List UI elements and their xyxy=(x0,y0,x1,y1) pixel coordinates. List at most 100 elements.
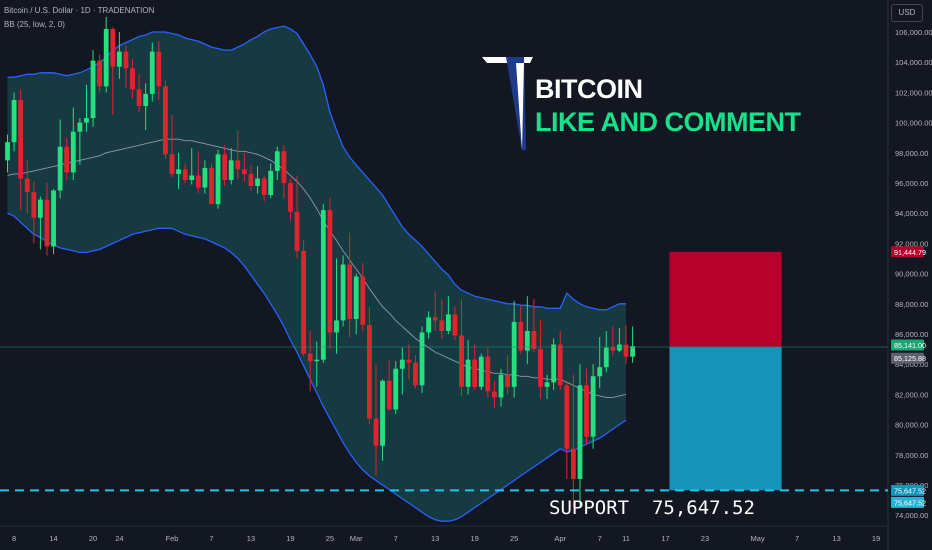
candle[interactable] xyxy=(248,164,254,191)
candle[interactable] xyxy=(399,347,405,395)
candle[interactable] xyxy=(610,326,616,356)
candle[interactable] xyxy=(511,300,517,398)
candle[interactable] xyxy=(393,361,399,415)
candle[interactable] xyxy=(294,175,300,259)
candle[interactable] xyxy=(544,374,550,399)
candle[interactable] xyxy=(143,83,149,131)
candle[interactable] xyxy=(347,232,353,338)
candle[interactable] xyxy=(90,50,96,128)
candle[interactable] xyxy=(64,137,70,180)
candle[interactable] xyxy=(288,178,293,221)
candle[interactable] xyxy=(77,118,83,165)
candle[interactable] xyxy=(268,163,274,199)
candle[interactable] xyxy=(149,42,155,102)
candle[interactable] xyxy=(465,340,471,395)
candle[interactable] xyxy=(209,163,214,205)
symbol-header[interactable]: Bitcoin / U.S. Dollar · 1D · TRADENATION xyxy=(4,6,155,15)
candle[interactable] xyxy=(426,311,432,339)
candle[interactable] xyxy=(301,240,306,357)
candle[interactable] xyxy=(123,45,129,88)
candle[interactable] xyxy=(373,364,379,476)
candle[interactable] xyxy=(307,330,313,392)
candle[interactable] xyxy=(38,196,43,250)
candle[interactable] xyxy=(445,296,451,334)
candle[interactable] xyxy=(327,198,333,350)
candle[interactable] xyxy=(110,27,116,116)
candle[interactable] xyxy=(97,54,103,93)
indicator-header[interactable]: BB (25, low, 2, 0) xyxy=(4,20,65,29)
candle[interactable] xyxy=(623,324,629,365)
candle[interactable] xyxy=(11,92,17,152)
candle[interactable] xyxy=(261,175,267,202)
candle[interactable] xyxy=(413,355,418,389)
candle[interactable] xyxy=(498,368,504,407)
candle[interactable] xyxy=(320,204,326,363)
candle[interactable] xyxy=(169,115,175,177)
candle[interactable] xyxy=(255,166,260,194)
candle[interactable] xyxy=(564,380,570,479)
candle[interactable] xyxy=(24,160,30,214)
candle[interactable] xyxy=(18,89,24,211)
candle[interactable] xyxy=(597,337,603,389)
candle[interactable] xyxy=(70,107,76,180)
candle[interactable] xyxy=(432,291,438,331)
candle[interactable] xyxy=(136,74,142,113)
candle[interactable] xyxy=(281,145,287,199)
candle[interactable] xyxy=(44,183,50,256)
candle[interactable] xyxy=(472,344,478,390)
candle[interactable] xyxy=(439,299,445,339)
candle[interactable] xyxy=(367,306,372,425)
candle[interactable] xyxy=(51,189,56,254)
candle[interactable] xyxy=(5,134,10,173)
candle[interactable] xyxy=(478,353,484,390)
candle[interactable] xyxy=(116,32,122,79)
candle[interactable] xyxy=(485,347,491,398)
candle[interactable] xyxy=(235,130,241,179)
candle[interactable] xyxy=(551,338,557,390)
candle[interactable] xyxy=(176,152,181,190)
candle[interactable] xyxy=(360,263,366,331)
candle[interactable] xyxy=(334,258,339,354)
candle[interactable] xyxy=(156,41,162,100)
take-profit-zone[interactable] xyxy=(669,346,782,491)
candle[interactable] xyxy=(222,145,228,187)
candle[interactable] xyxy=(557,330,563,390)
stop-loss-zone[interactable] xyxy=(669,251,782,347)
candle[interactable] xyxy=(84,84,89,132)
candle[interactable] xyxy=(603,330,609,372)
candle[interactable] xyxy=(524,296,530,365)
candle[interactable] xyxy=(617,327,622,353)
candle[interactable] xyxy=(103,16,109,93)
candle[interactable] xyxy=(380,379,385,461)
candle[interactable] xyxy=(518,305,524,354)
candle[interactable] xyxy=(57,119,63,199)
candle[interactable] xyxy=(531,299,537,353)
candle[interactable] xyxy=(195,151,201,194)
candle[interactable] xyxy=(202,160,208,194)
candle[interactable] xyxy=(241,152,247,182)
candle[interactable] xyxy=(630,326,635,363)
candle[interactable] xyxy=(386,359,392,412)
candle[interactable] xyxy=(353,273,359,334)
candle[interactable] xyxy=(189,148,195,185)
currency-button[interactable]: USD xyxy=(891,4,923,22)
candle[interactable] xyxy=(452,306,458,341)
candle[interactable] xyxy=(584,368,589,445)
candle[interactable] xyxy=(590,364,596,449)
candle[interactable] xyxy=(538,320,543,399)
candle[interactable] xyxy=(130,59,135,99)
candle[interactable] xyxy=(31,181,37,244)
candle[interactable] xyxy=(274,146,280,180)
candle[interactable] xyxy=(492,380,497,408)
candle[interactable] xyxy=(314,341,320,387)
candle[interactable] xyxy=(163,80,168,159)
candle[interactable] xyxy=(182,163,188,183)
candle[interactable] xyxy=(340,255,346,327)
candle[interactable] xyxy=(505,355,510,395)
candle[interactable] xyxy=(459,299,464,396)
candle[interactable] xyxy=(577,364,583,507)
candle[interactable] xyxy=(215,149,221,209)
candle[interactable] xyxy=(406,344,412,380)
candle[interactable] xyxy=(228,148,234,185)
